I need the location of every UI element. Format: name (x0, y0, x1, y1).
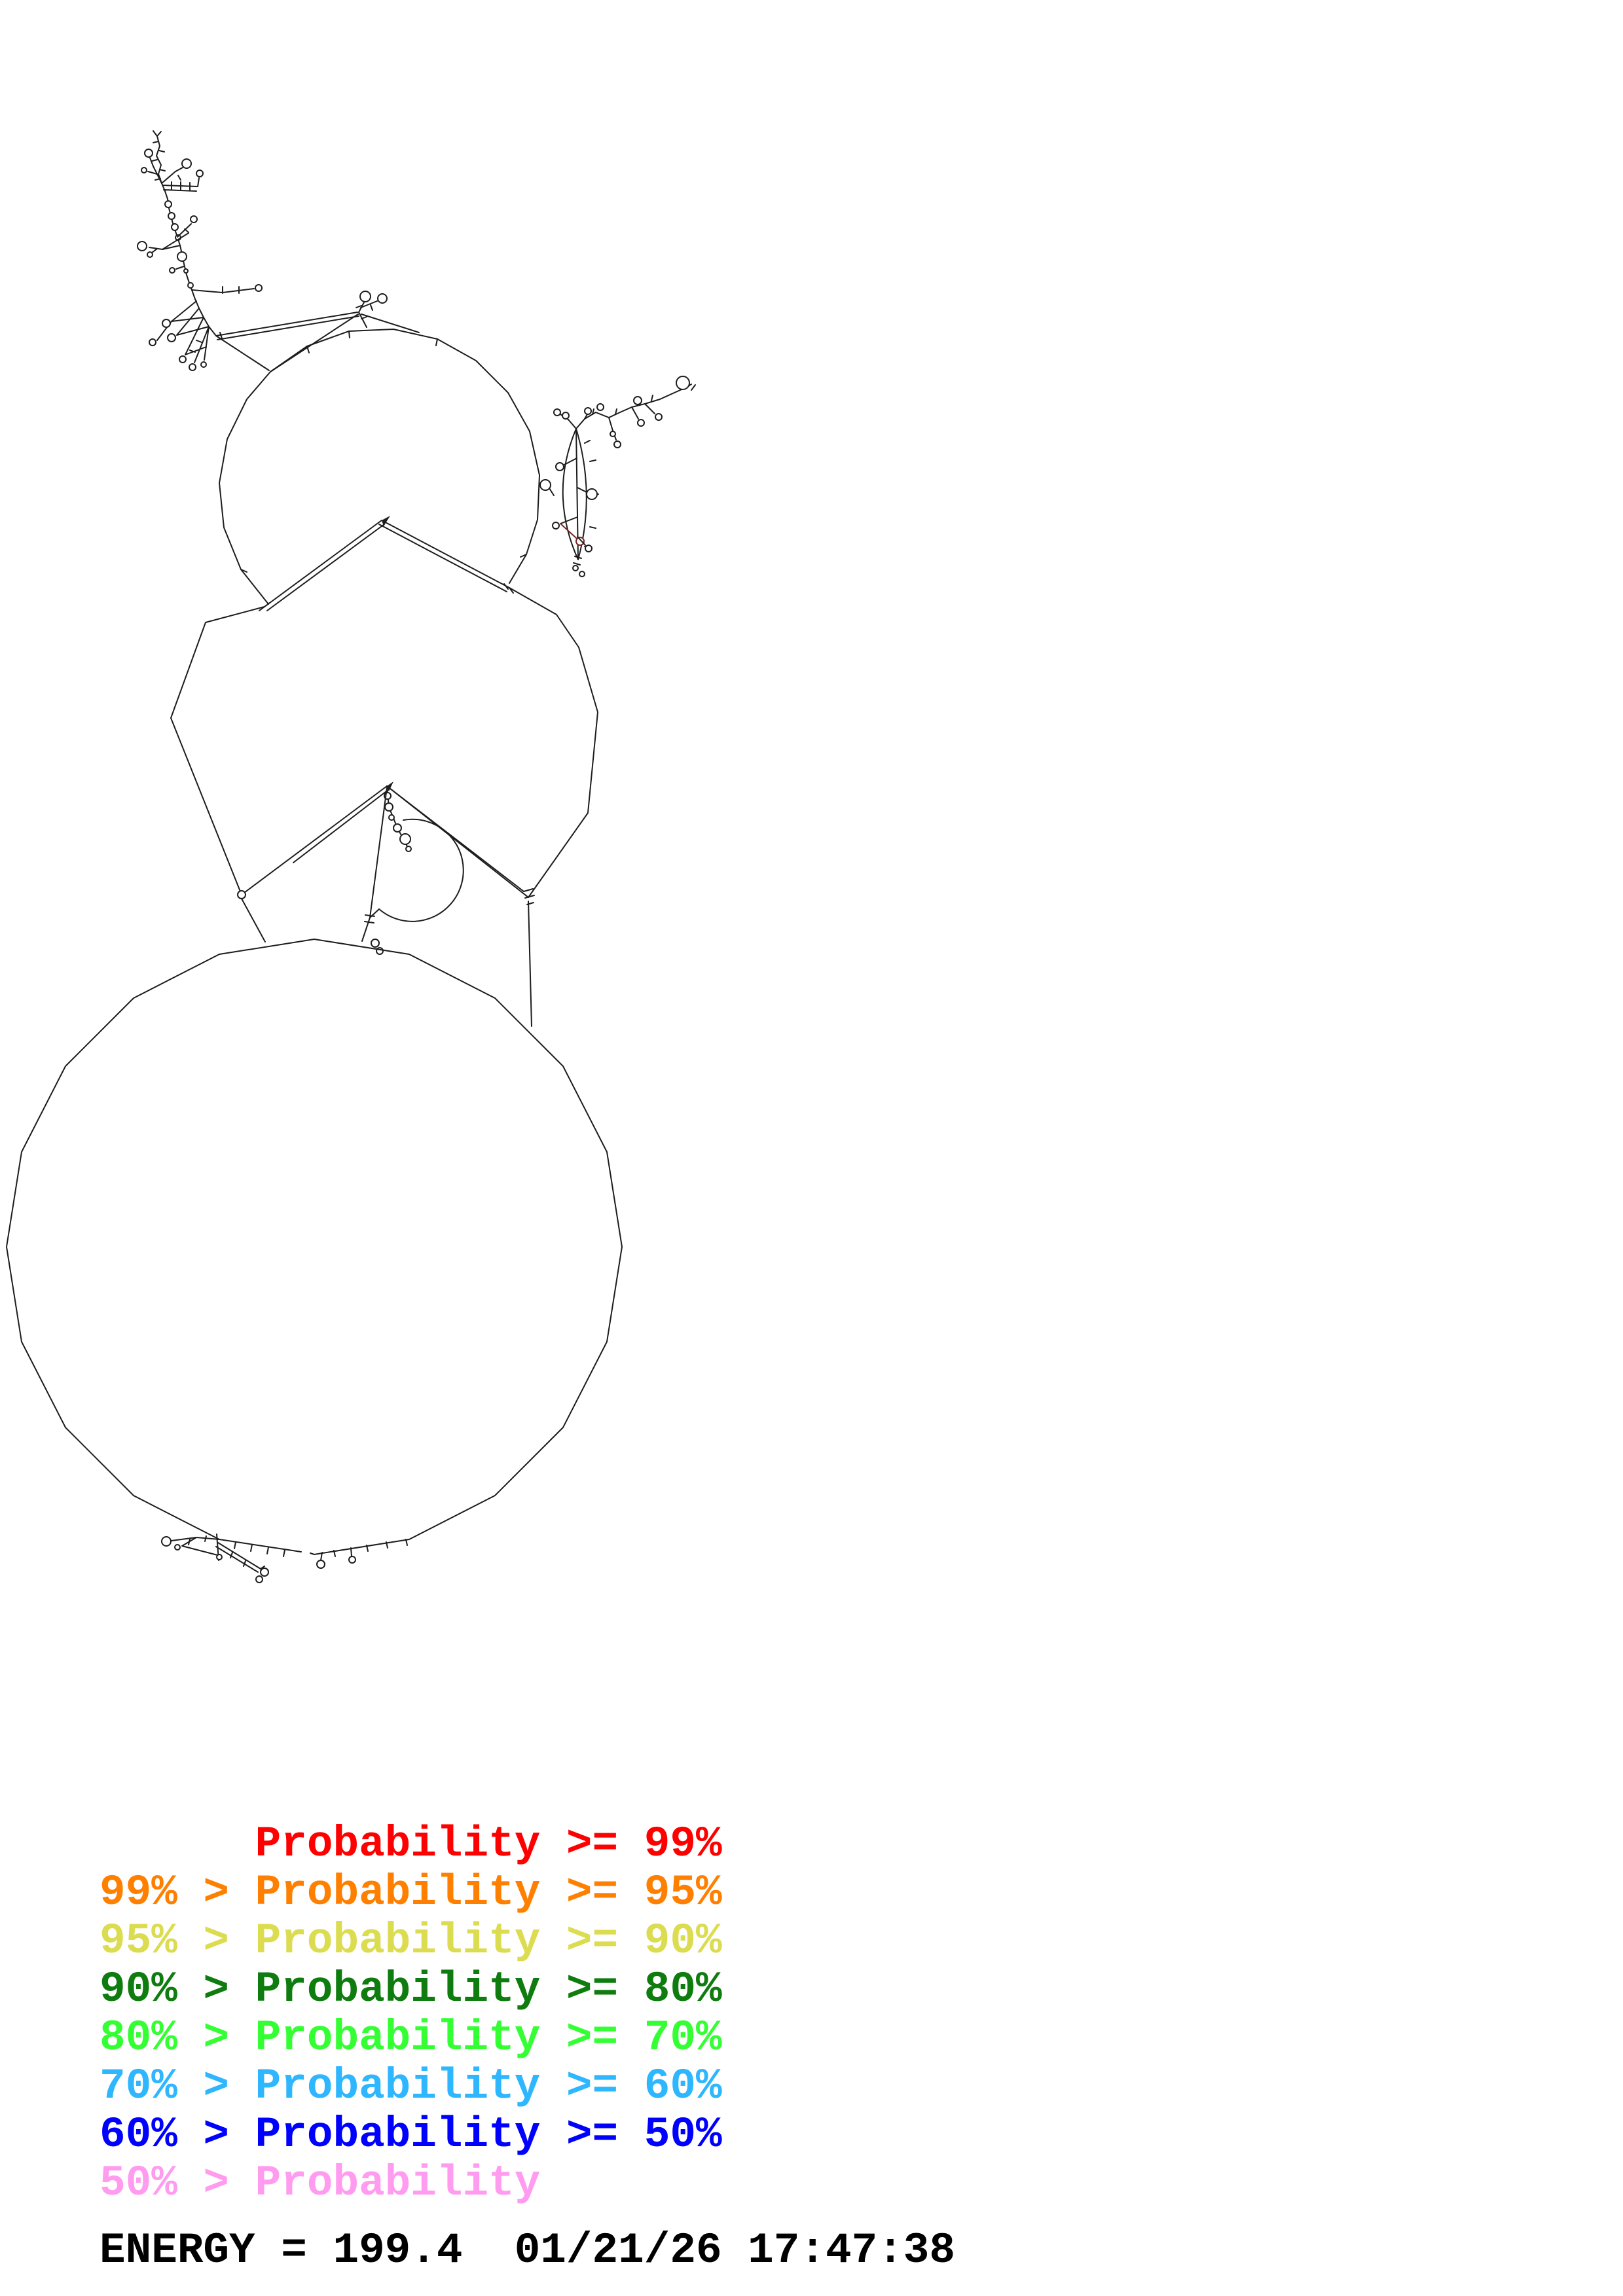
legend-entry-99: Probability >= 99% (100, 1820, 722, 1869)
top-hairpin-stem (356, 291, 420, 333)
lower-loop-circle (6, 939, 623, 1569)
legend-entry-90: 95% > Probability >= 90% (100, 1916, 722, 1965)
legend-entry-80: 90% > Probability >= 80% (100, 1965, 722, 2014)
connector-helices (215, 312, 359, 372)
five-prime-arm-cluster (137, 130, 263, 371)
legend-entry-70: 80% > Probability >= 70% (100, 2013, 722, 2062)
right-branch-cluster (539, 376, 696, 577)
legend-entry-below-50: 50% > Probability (100, 2159, 541, 2208)
three-prime-tail (161, 1534, 269, 1583)
legend-entry-50: 60% > Probability >= 50% (100, 2110, 722, 2159)
interior-loop (361, 785, 464, 955)
legend-entry-95: 99% > Probability >= 95% (100, 1868, 722, 1917)
central-polygon (170, 516, 598, 905)
legend-entry-60: 70% > Probability >= 60% (100, 2062, 722, 2111)
energy-timestamp-line: ENERGY = 199.4 01/21/26 17:47:38 (100, 2226, 956, 2275)
probability-legend: Probability >= 99% 99% > Probability >= … (100, 1820, 722, 2208)
upper-loop-circle (219, 329, 540, 605)
polygon-lower-connectors (241, 898, 532, 1027)
